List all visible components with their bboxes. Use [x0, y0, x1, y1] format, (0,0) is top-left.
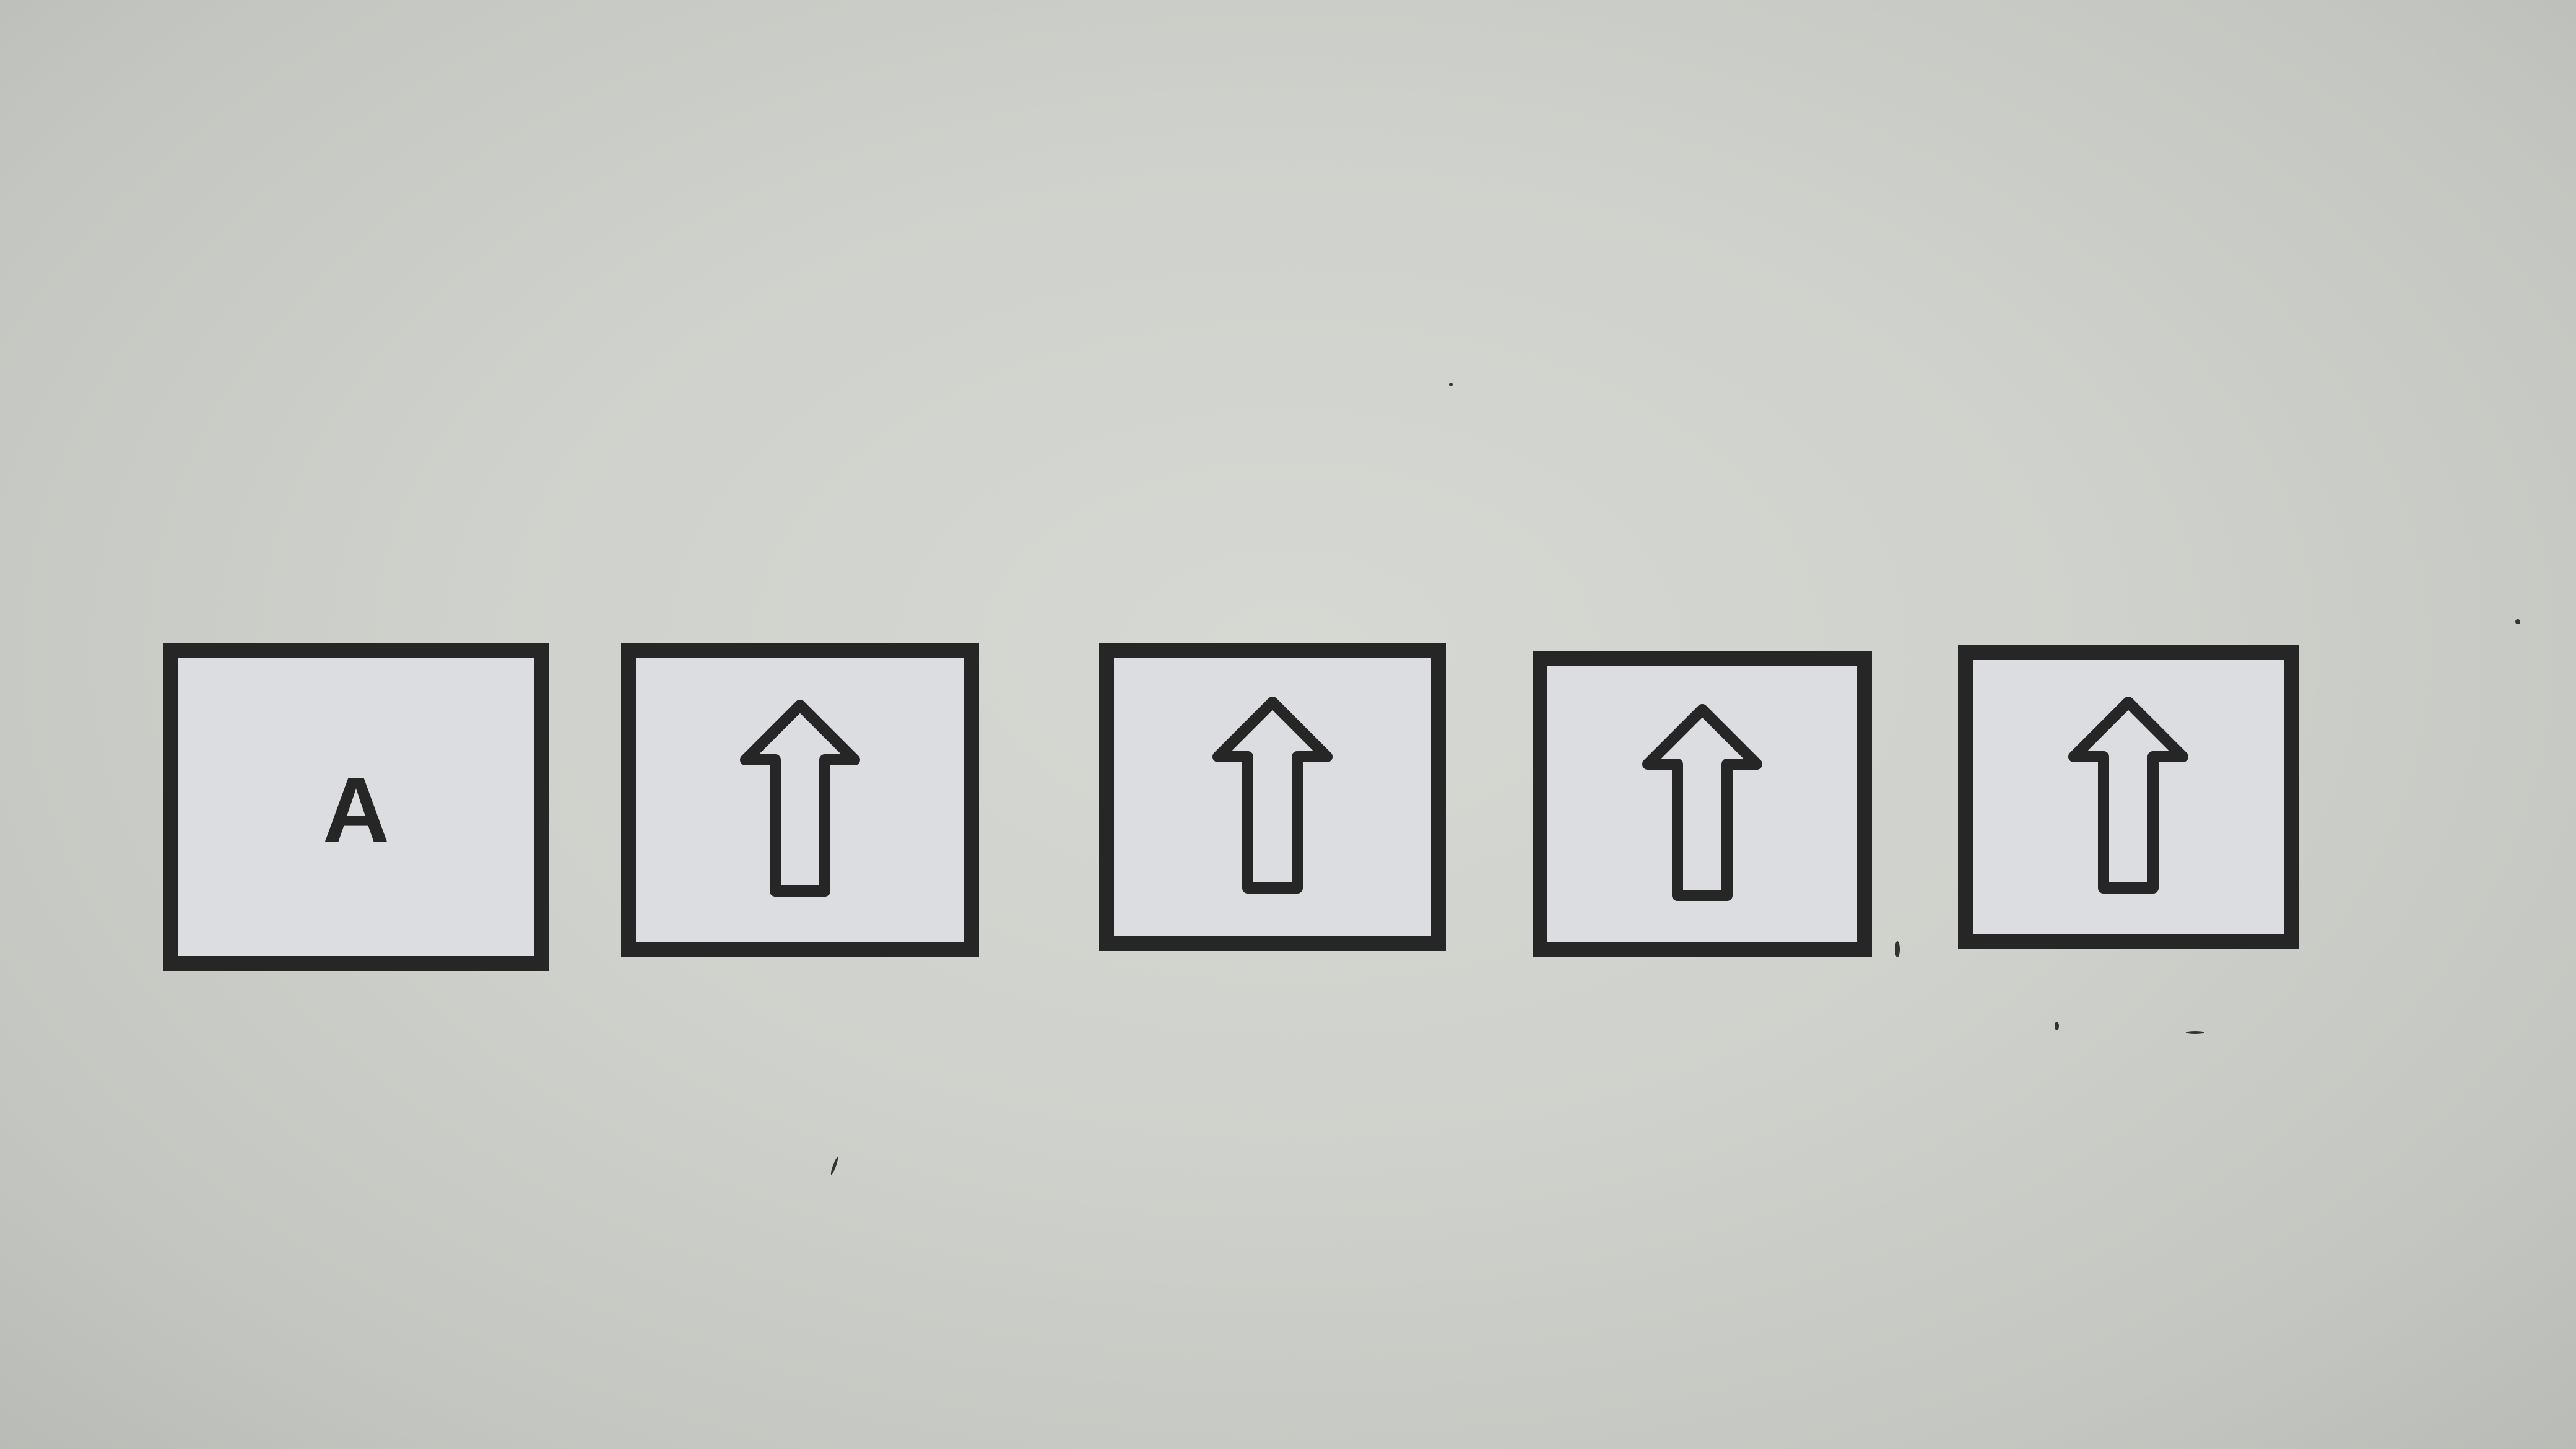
arrow-card-3	[1533, 651, 1872, 957]
wall-speck	[1895, 941, 1900, 957]
wall-speck	[2515, 619, 2520, 624]
up-arrow-icon	[2068, 697, 2188, 894]
arrow-card-2	[1099, 643, 1446, 951]
wall-speck	[830, 1157, 839, 1175]
wall-speck	[2186, 1031, 2204, 1034]
letter-card: A	[163, 643, 549, 971]
up-arrow-icon	[1642, 704, 1762, 901]
arrow-card-4	[1958, 645, 2299, 949]
arrow-card-1	[621, 643, 979, 957]
wall-speck	[2055, 1022, 2059, 1030]
up-arrow-icon	[740, 700, 860, 897]
card-letter: A	[322, 758, 390, 862]
wall-speck	[1449, 383, 1453, 386]
up-arrow-icon	[1212, 697, 1333, 894]
